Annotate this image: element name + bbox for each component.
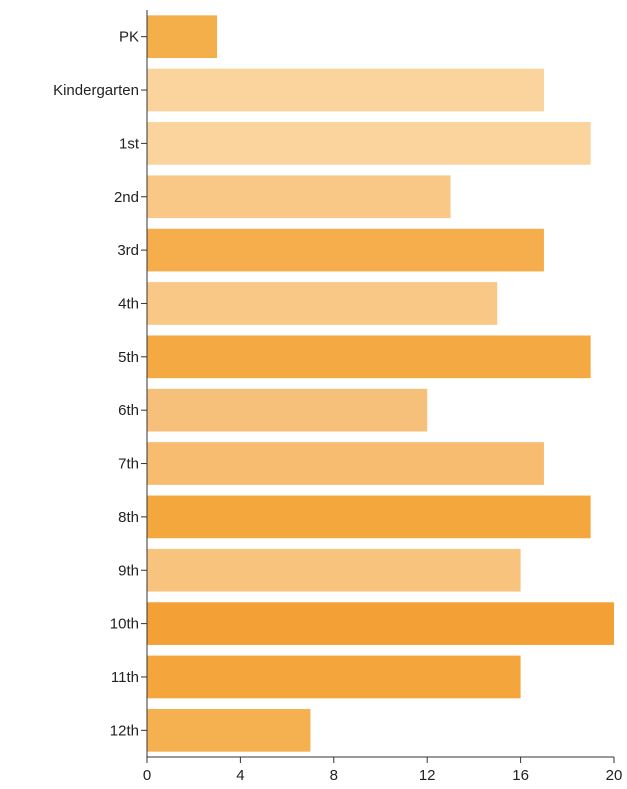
y-axis: PK Kindergarten 1st 2nd 3rd 4th 5th 6th 7th 8th 9t…: [53, 10, 148, 757]
bar-5th: [147, 335, 591, 379]
y-tick-label: 2nd: [114, 189, 139, 206]
bar-3rd: [147, 228, 544, 272]
bar-8th: [147, 495, 591, 539]
bar-11th: [147, 655, 521, 699]
y-tick-label: Kindergarten: [53, 82, 139, 99]
x-tick-label: 20: [606, 767, 623, 784]
bar-10th: [147, 602, 614, 645]
x-axis: 0 4 8 12 16 20: [143, 756, 623, 784]
y-tick-label: PK: [119, 29, 139, 46]
y-tick-label: 3rd: [117, 242, 139, 259]
bar-7th: [147, 442, 544, 485]
y-tick-label: 5th: [118, 349, 139, 366]
bar-2nd: [147, 175, 451, 219]
y-tick-label: 8th: [118, 509, 139, 526]
x-tick-label: 0: [143, 767, 151, 784]
bar-6th: [147, 388, 428, 432]
bar-1st: [147, 122, 591, 165]
y-tick-label: 1st: [119, 135, 140, 152]
bar-4th: [147, 282, 498, 325]
y-tick-label: 12th: [110, 722, 139, 739]
x-tick-label: 4: [236, 767, 244, 784]
x-tick-label: 12: [419, 767, 436, 784]
bars-group: [147, 15, 614, 752]
y-tick-label: 4th: [118, 295, 139, 312]
bar-kindergarten: [147, 68, 544, 112]
bar-12th: [147, 708, 311, 752]
y-tick-label: 7th: [118, 456, 139, 473]
bar-9th: [147, 548, 521, 592]
x-tick-label: 16: [512, 767, 529, 784]
y-tick-label: 9th: [118, 562, 139, 579]
y-tick-label: 6th: [118, 402, 139, 419]
y-tick-label: 10th: [110, 616, 139, 633]
bar-pk: [147, 15, 218, 59]
x-tick-label: 8: [330, 767, 338, 784]
y-tick-label: 11th: [111, 669, 139, 686]
